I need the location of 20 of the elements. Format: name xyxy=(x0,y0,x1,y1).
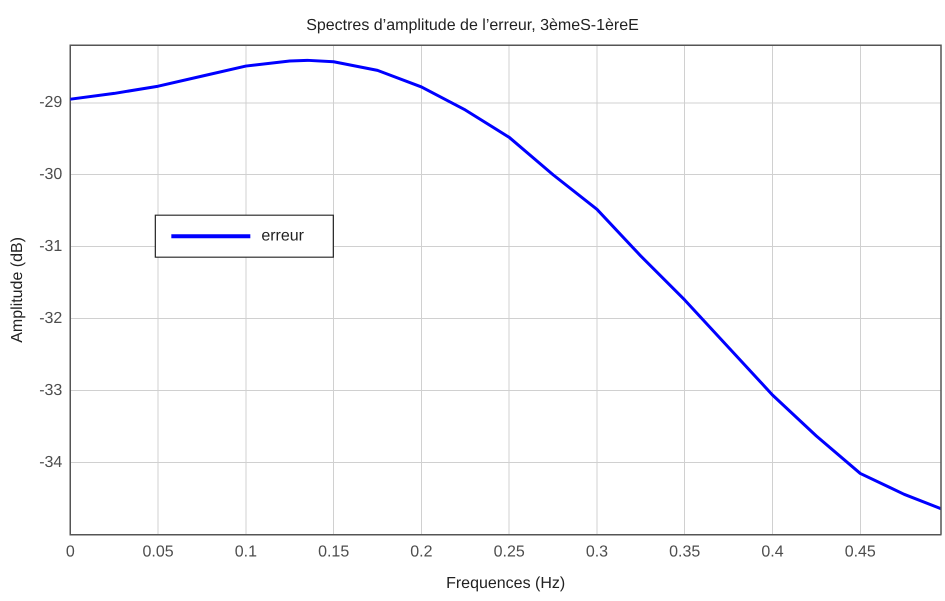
x-tick-label: 0.25 xyxy=(494,544,525,561)
y-tick-label: -30 xyxy=(39,166,62,184)
x-tick-label: 0.3 xyxy=(586,544,608,561)
x-tick-label: 0.05 xyxy=(142,544,174,561)
y-tick-label: -34 xyxy=(39,454,62,472)
y-tick-label: -32 xyxy=(39,310,62,328)
chart-title: Spectres d’amplitude de l’erreur, 3èmeS-1èreE xyxy=(306,17,639,34)
legend-label: erreur xyxy=(261,228,305,245)
x-tick-label: 0.45 xyxy=(844,544,876,561)
x-tick-label: 0.1 xyxy=(234,544,258,561)
x-tick-label: 0.15 xyxy=(318,544,350,561)
x-axis-title: Frequences (Hz) xyxy=(446,574,566,592)
x-tick-label: 0.35 xyxy=(669,544,700,561)
x-tick-label: 0 xyxy=(66,544,75,561)
y-axis-title: Amplitude (dB) xyxy=(9,236,26,343)
y-tick-label: -31 xyxy=(39,238,62,256)
x-tick-label: 0.2 xyxy=(410,544,433,561)
y-tick-label: -33 xyxy=(39,382,62,400)
x-tick-label: 0.4 xyxy=(761,544,784,561)
y-tick-label: -29 xyxy=(39,94,62,112)
